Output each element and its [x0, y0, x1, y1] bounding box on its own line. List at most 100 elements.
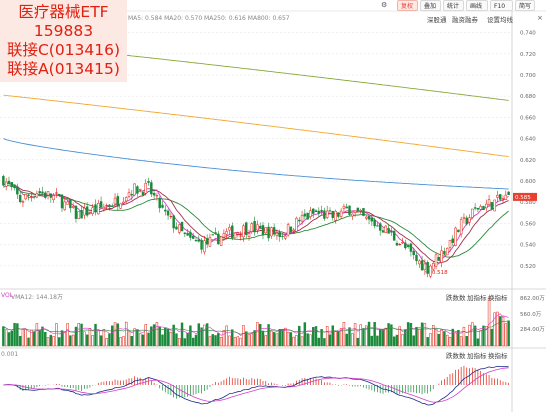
candle-body[interactable]: [298, 219, 301, 222]
candle-body[interactable]: [468, 217, 471, 223]
candle-body[interactable]: [130, 194, 134, 196]
gear-icon[interactable]: ⚙: [381, 1, 388, 9]
tab-link-margin[interactable]: 融资融券: [452, 16, 478, 24]
toolbar-button-1[interactable]: 复权: [397, 0, 418, 11]
tab-link-ma-settings[interactable]: 设置均线: [487, 16, 513, 24]
candle-body[interactable]: [228, 227, 231, 231]
macd-link-add[interactable]: 加指标: [467, 352, 487, 360]
candle-body[interactable]: [362, 208, 365, 216]
candle-body[interactable]: [214, 232, 217, 234]
candle-body[interactable]: [367, 215, 371, 220]
candle-body[interactable]: [303, 213, 307, 217]
candle-body[interactable]: [85, 206, 89, 216]
candle-body[interactable]: [7, 180, 11, 184]
candle-body[interactable]: [462, 216, 466, 219]
candle-body[interactable]: [144, 182, 147, 194]
candle-body[interactable]: [476, 207, 480, 210]
candle-body[interactable]: [286, 224, 290, 236]
candle-body[interactable]: [91, 207, 94, 214]
candle-body[interactable]: [74, 205, 78, 219]
candle-body[interactable]: [71, 206, 75, 208]
candle-body[interactable]: [211, 234, 214, 236]
candle-body[interactable]: [147, 181, 150, 183]
candle-body[interactable]: [150, 182, 153, 195]
candle-body[interactable]: [342, 206, 346, 209]
candle-body[interactable]: [247, 233, 251, 237]
tab-link-hk-connect[interactable]: 深股通: [427, 16, 447, 24]
candle-body[interactable]: [448, 239, 452, 248]
candle-body[interactable]: [205, 238, 209, 245]
candle-body[interactable]: [309, 210, 312, 217]
candle-body[interactable]: [395, 242, 399, 246]
candle-body[interactable]: [295, 217, 298, 232]
candle-body[interactable]: [55, 192, 58, 194]
candle-body[interactable]: [473, 207, 477, 209]
candle-body[interactable]: [18, 194, 22, 202]
candle-body[interactable]: [370, 217, 374, 222]
candle-body[interactable]: [203, 240, 206, 253]
candle-body[interactable]: [440, 250, 443, 263]
candle-body[interactable]: [365, 216, 368, 219]
candle-body[interactable]: [102, 206, 106, 210]
candle-body[interactable]: [200, 239, 203, 250]
candle-body[interactable]: [169, 216, 173, 218]
toolbar-button-5[interactable]: F10: [490, 0, 513, 11]
candle-body[interactable]: [161, 204, 164, 208]
candle-body[interactable]: [113, 197, 117, 205]
candle-body[interactable]: [261, 225, 265, 236]
candle-body[interactable]: [270, 227, 273, 237]
candle-body[interactable]: [499, 194, 502, 200]
candle-body[interactable]: [166, 210, 170, 216]
candle-body[interactable]: [381, 230, 385, 233]
candle-body[interactable]: [44, 192, 47, 198]
candle-body[interactable]: [141, 192, 145, 196]
candle-body[interactable]: [275, 232, 279, 237]
candle-body[interactable]: [482, 205, 485, 210]
candle-body[interactable]: [233, 232, 237, 239]
candle-body[interactable]: [504, 194, 508, 200]
candlestick-series[interactable]: [2, 174, 510, 279]
candle-body[interactable]: [253, 221, 256, 233]
candle-body[interactable]: [80, 210, 83, 219]
candle-body[interactable]: [136, 186, 139, 194]
candle-body[interactable]: [94, 204, 97, 213]
candle-body[interactable]: [401, 242, 404, 244]
candle-body[interactable]: [219, 236, 223, 246]
candle-body[interactable]: [152, 192, 156, 196]
candle-body[interactable]: [328, 210, 332, 212]
candle-body[interactable]: [457, 229, 460, 233]
candle-body[interactable]: [57, 193, 61, 196]
candle-body[interactable]: [314, 210, 318, 213]
candle-body[interactable]: [49, 193, 53, 198]
candle-body[interactable]: [164, 209, 167, 212]
candle-body[interactable]: [138, 188, 142, 191]
candle-body[interactable]: [2, 175, 5, 186]
volume-link-add[interactable]: 加指标: [467, 294, 487, 302]
candle-body[interactable]: [189, 232, 192, 238]
candle-body[interactable]: [191, 235, 195, 239]
candle-body[interactable]: [197, 239, 201, 242]
candle-body[interactable]: [493, 199, 496, 212]
candle-body[interactable]: [231, 225, 234, 239]
candle-body[interactable]: [155, 195, 159, 197]
candle-body[interactable]: [490, 202, 494, 210]
candle-body[interactable]: [97, 202, 100, 215]
candle-body[interactable]: [194, 239, 198, 242]
candle-body[interactable]: [236, 232, 240, 235]
volume-link-sequence[interactable]: 跌数数: [446, 294, 466, 302]
candle-body[interactable]: [4, 181, 8, 187]
candle-body[interactable]: [41, 191, 44, 194]
candle-body[interactable]: [454, 227, 457, 246]
candle-body[interactable]: [32, 196, 36, 198]
candle-body[interactable]: [496, 194, 499, 198]
candle-body[interactable]: [406, 245, 410, 247]
candle-body[interactable]: [471, 208, 474, 218]
candle-body[interactable]: [225, 231, 228, 235]
candle-body[interactable]: [83, 207, 86, 216]
candle-body[interactable]: [426, 262, 429, 274]
candle-body[interactable]: [345, 206, 348, 209]
candle-body[interactable]: [111, 205, 114, 207]
candle-body[interactable]: [52, 195, 55, 200]
candle-body[interactable]: [376, 225, 379, 227]
candle-body[interactable]: [459, 219, 463, 235]
